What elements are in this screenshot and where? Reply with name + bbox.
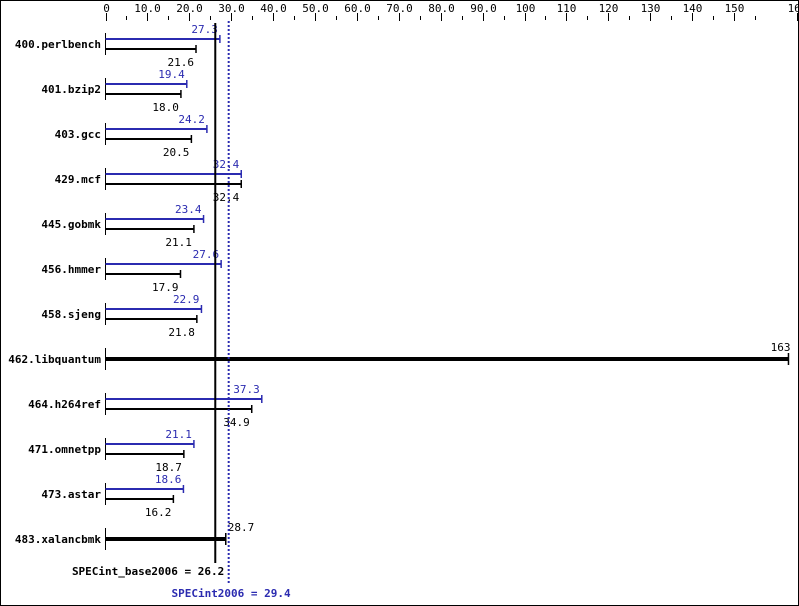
base-value-label: 16.2 xyxy=(145,506,172,519)
x-tick-label: 80.0 xyxy=(428,2,455,15)
base-value-label: 20.5 xyxy=(163,146,190,159)
x-tick-label: 40.0 xyxy=(260,2,287,15)
peak-value-label: 19.4 xyxy=(158,68,185,81)
x-tick-label: 110 xyxy=(557,2,577,15)
x-tick-label: 120 xyxy=(599,2,619,15)
x-tick-label: 50.0 xyxy=(302,2,329,15)
peak-value-label: 24.2 xyxy=(178,113,205,126)
x-tick-label: 0 xyxy=(103,2,110,15)
x-tick-label: 10.0 xyxy=(134,2,161,15)
x-tick-label: 20.0 xyxy=(176,2,203,15)
benchmark-label: 445.gobmk xyxy=(41,218,101,231)
peak-value-label: 32.4 xyxy=(213,158,240,171)
peak-value-label: 27.6 xyxy=(193,248,220,261)
x-tick-label: 140 xyxy=(683,2,703,15)
peak-value-label: 37.3 xyxy=(233,383,260,396)
benchmark-label: 456.hmmer xyxy=(41,263,101,276)
x-tick-label: 30.0 xyxy=(218,2,245,15)
base-value-label: 18.0 xyxy=(152,101,179,114)
x-tick-label: 150 xyxy=(725,2,745,15)
x-tick-label: 130 xyxy=(641,2,661,15)
base-value-label: 21.6 xyxy=(168,56,195,69)
base-mean-label: SPECint_base2006 = 26.2 xyxy=(72,565,224,578)
benchmark-label: 403.gcc xyxy=(55,128,101,141)
base-value-label: 32.4 xyxy=(213,191,240,204)
x-tick-label: 165 xyxy=(788,2,799,15)
base-value-label: 21.8 xyxy=(168,326,195,339)
benchmark-label: 401.bzip2 xyxy=(41,83,101,96)
benchmark-label: 483.xalancbmk xyxy=(15,533,101,546)
x-tick-label: 60.0 xyxy=(344,2,371,15)
benchmark-label: 473.astar xyxy=(41,488,101,501)
benchmark-label: 462.libquantum xyxy=(8,353,101,366)
x-tick-label: 90.0 xyxy=(470,2,497,15)
benchmark-label: 429.mcf xyxy=(55,173,101,186)
peak-mean-label: SPECint2006 = 29.4 xyxy=(171,587,291,600)
base-value-label: 17.9 xyxy=(152,281,179,294)
value-label: 28.7 xyxy=(228,521,255,534)
base-value-label: 34.9 xyxy=(223,416,250,429)
benchmark-label: 458.sjeng xyxy=(41,308,101,321)
peak-value-label: 27.3 xyxy=(191,23,218,36)
benchmark-label: 471.omnetpp xyxy=(28,443,101,456)
x-tick-label: 70.0 xyxy=(386,2,413,15)
peak-value-label: 22.9 xyxy=(173,293,200,306)
benchmark-label: 464.h264ref xyxy=(28,398,101,411)
peak-value-label: 18.6 xyxy=(155,473,182,486)
peak-value-label: 23.4 xyxy=(175,203,202,216)
base-value-label: 18.7 xyxy=(155,461,182,474)
value-label: 163 xyxy=(771,341,791,354)
peak-value-label: 21.1 xyxy=(165,428,192,441)
benchmark-label: 400.perlbench xyxy=(15,38,101,51)
base-value-label: 21.1 xyxy=(165,236,192,249)
x-tick-label: 100 xyxy=(516,2,536,15)
